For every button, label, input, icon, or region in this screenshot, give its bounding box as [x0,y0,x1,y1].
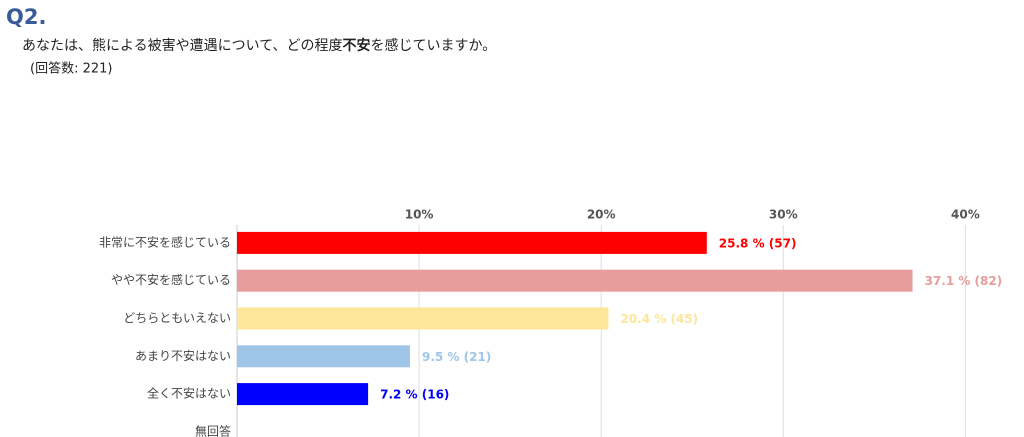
y-tick-label: 全く不安はない [147,386,231,401]
question: あなたは、熊による被害や遭遇について、どの程度不安を感じていますか。 [22,37,496,54]
value-label: 25.8 % (57) [719,236,797,250]
bar [237,383,369,406]
x-tick-label: 20% [587,208,616,222]
x-tick-label: 40% [951,208,980,222]
subtitle: (回答数: 221) [30,61,112,77]
value-label: 7.2 % (16) [380,388,449,402]
bar [237,307,609,330]
y-tick-label: 無回答 [195,423,231,437]
bar [237,269,913,292]
x-tick-label: 10% [405,208,434,222]
x-tick-label: 30% [769,208,798,222]
question-bold: 不安 [342,37,370,54]
value-label: 20.4 % (45) [620,312,698,326]
bar [237,231,707,254]
chart-title: Q2. [6,5,46,29]
question-text: あなたは、熊による被害や遭遇について、どの程度 [22,38,342,54]
value-label: 9.5 % (21) [422,350,491,364]
y-tick-label: あまり不安はない [135,348,231,363]
y-tick-label: どちらともいえない [123,311,231,325]
y-tick-label: やや不安を感じている [111,272,231,287]
y-tick-label: 非常に不安を感じている [99,234,231,249]
question-text: を感じていますか。 [370,37,496,54]
bar [237,345,410,368]
value-label: 37.1 % (82) [925,274,1003,288]
